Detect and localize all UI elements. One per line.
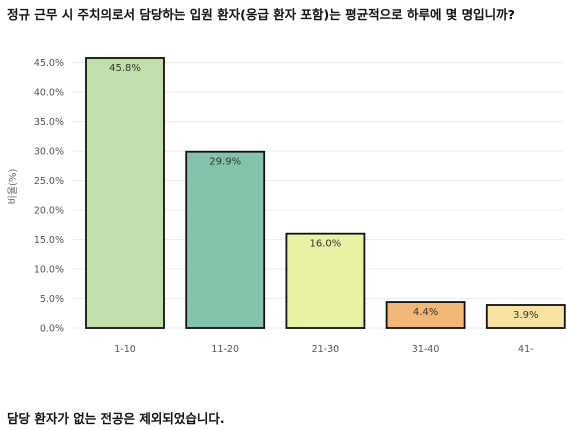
bar-31-40 <box>385 301 466 329</box>
bar-11-20 <box>185 150 266 329</box>
y-tick-label: 5.0% <box>40 294 64 305</box>
bar-value-label: 45.8% <box>109 63 141 74</box>
y-axis-ticks: 0.0% 5.0% 10.0% 15.0% 20.0% 25.0% 30.0% 35.0% 40… <box>34 58 64 334</box>
y-tick-label: 0.0% <box>40 324 64 335</box>
bars: 45.8% 29.9% 16.0% 4.4% 3.9% <box>85 57 566 329</box>
bar-value-label: 16.0% <box>310 239 342 250</box>
y-axis-label: 비율(%) <box>7 169 19 205</box>
x-tick-label: 1-10 <box>114 344 136 355</box>
y-tick-label: 35.0% <box>34 117 64 128</box>
bar-value-label: 29.9% <box>209 157 241 168</box>
bar-1-10 <box>85 57 165 329</box>
y-tick-label: 25.0% <box>34 176 64 187</box>
x-axis-ticks: 1-10 11-20 21-30 31-40 41- <box>114 344 533 355</box>
x-tick-label: 41- <box>518 344 534 355</box>
y-tick-label: 10.0% <box>34 265 64 276</box>
bar-value-label: 4.4% <box>413 307 438 318</box>
x-tick-label: 31-40 <box>412 344 440 355</box>
y-tick-label: 20.0% <box>34 206 64 217</box>
footnote: 담당 환자가 없는 전공은 제외되었습니다. <box>7 411 225 426</box>
bar-21-30 <box>285 232 366 329</box>
x-tick-label: 21-30 <box>312 344 340 355</box>
x-tick-label: 11-20 <box>211 344 239 355</box>
bar-value-label: 3.9% <box>513 310 538 321</box>
page-title: 정규 근무 시 주치의로서 담당하는 입원 환자(응급 환자 포함)는 평균적으… <box>7 7 515 22</box>
bar-41- <box>485 304 566 329</box>
y-tick-label: 30.0% <box>34 147 64 158</box>
y-tick-label: 45.0% <box>34 58 64 69</box>
y-tick-label: 15.0% <box>34 235 64 246</box>
y-tick-label: 40.0% <box>34 88 64 99</box>
bar-chart: 0.0% 5.0% 10.0% 15.0% 20.0% 25.0% 30.0% 35.0% 40… <box>7 57 566 355</box>
